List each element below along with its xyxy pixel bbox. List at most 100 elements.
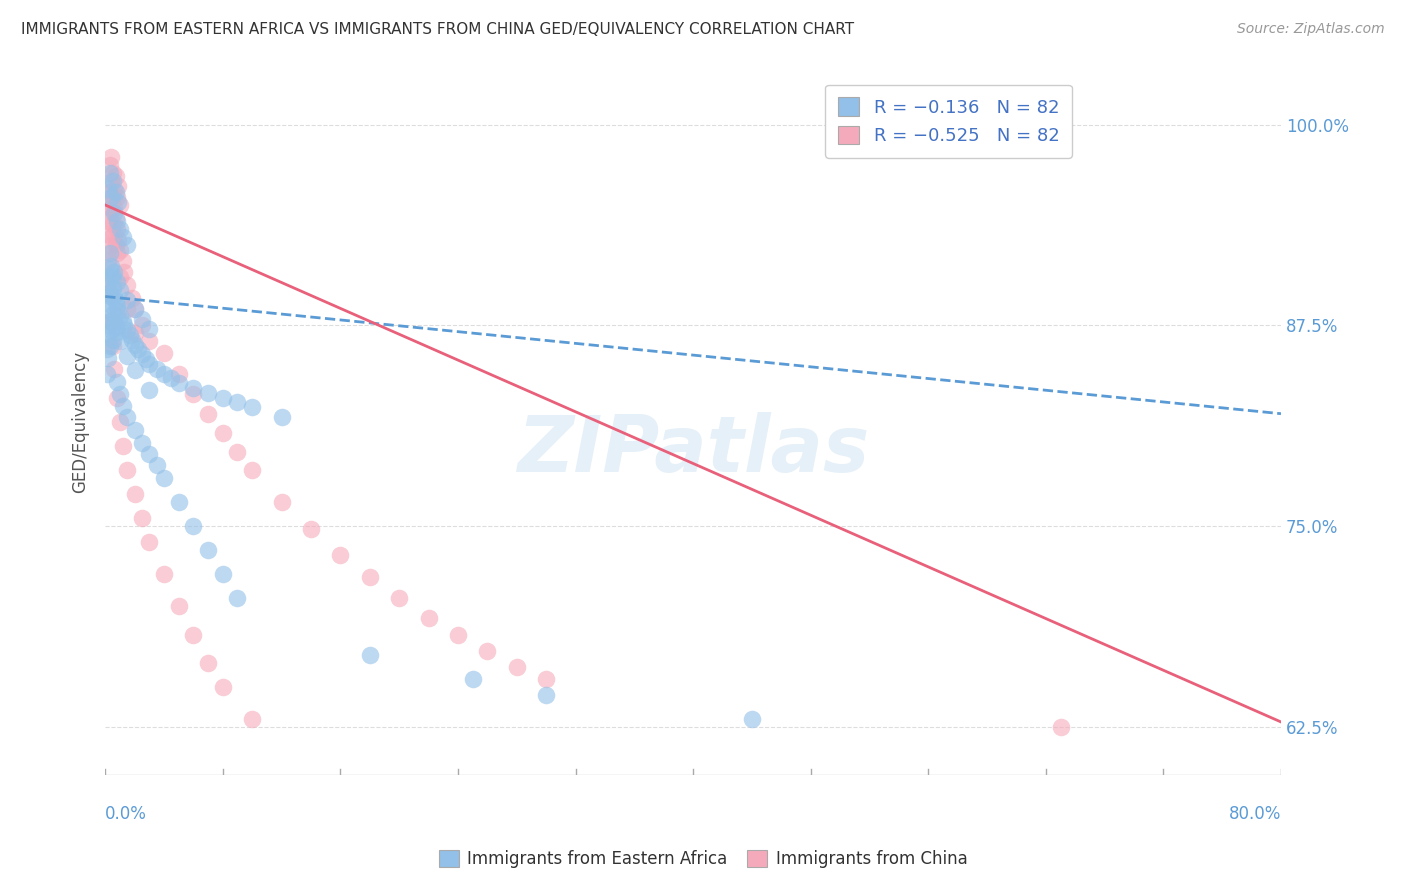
- Point: [124, 363, 146, 377]
- Point: [97, 326, 120, 341]
- Point: [534, 688, 557, 702]
- Point: [111, 230, 134, 244]
- Point: [167, 599, 190, 614]
- Point: [127, 343, 149, 357]
- Point: [108, 283, 131, 297]
- Point: [138, 357, 160, 371]
- Point: [117, 463, 139, 477]
- Point: [98, 339, 121, 353]
- Point: [183, 381, 205, 395]
- Point: [105, 246, 128, 260]
- Point: [104, 169, 127, 183]
- Point: [108, 198, 131, 212]
- Point: [183, 519, 205, 533]
- Point: [329, 548, 352, 562]
- Point: [111, 399, 134, 413]
- Point: [138, 383, 160, 397]
- Point: [98, 185, 121, 199]
- Point: [121, 333, 143, 347]
- Point: [183, 628, 205, 642]
- Point: [101, 307, 124, 321]
- Text: 80.0%: 80.0%: [1229, 805, 1281, 823]
- Point: [124, 302, 146, 317]
- Point: [107, 194, 129, 209]
- Point: [97, 227, 120, 241]
- Point: [461, 672, 484, 686]
- Point: [101, 217, 124, 231]
- Point: [131, 435, 153, 450]
- Point: [145, 458, 167, 472]
- Point: [96, 270, 118, 285]
- Point: [97, 182, 120, 196]
- Point: [105, 325, 128, 339]
- Point: [197, 543, 219, 558]
- Point: [96, 343, 118, 357]
- Point: [97, 278, 120, 293]
- Point: [96, 318, 118, 333]
- Point: [153, 567, 176, 582]
- Point: [131, 511, 153, 525]
- Point: [96, 286, 118, 301]
- Point: [138, 535, 160, 549]
- Text: Source: ZipAtlas.com: Source: ZipAtlas.com: [1237, 22, 1385, 37]
- Point: [211, 425, 233, 440]
- Point: [197, 656, 219, 670]
- Point: [105, 190, 128, 204]
- Point: [117, 238, 139, 252]
- Point: [226, 395, 249, 409]
- Text: 0.0%: 0.0%: [105, 805, 148, 823]
- Point: [97, 351, 120, 365]
- Point: [98, 286, 121, 301]
- Point: [101, 268, 124, 283]
- Point: [101, 281, 124, 295]
- Point: [108, 334, 131, 349]
- Point: [506, 660, 529, 674]
- Point: [100, 313, 122, 327]
- Text: IMMIGRANTS FROM EASTERN AFRICA VS IMMIGRANTS FROM CHINA GED/EQUIVALENCY CORRELAT: IMMIGRANTS FROM EASTERN AFRICA VS IMMIGR…: [21, 22, 855, 37]
- Point: [97, 254, 120, 268]
- Point: [138, 334, 160, 349]
- Point: [101, 190, 124, 204]
- Point: [418, 610, 440, 624]
- Point: [107, 178, 129, 193]
- Point: [96, 367, 118, 381]
- Point: [167, 367, 190, 381]
- Point: [124, 423, 146, 437]
- Point: [100, 174, 122, 188]
- Point: [534, 672, 557, 686]
- Point: [98, 166, 121, 180]
- Point: [100, 297, 122, 311]
- Point: [131, 312, 153, 326]
- Point: [103, 361, 125, 376]
- Point: [98, 289, 121, 303]
- Point: [197, 385, 219, 400]
- Point: [1049, 720, 1071, 734]
- Point: [226, 591, 249, 606]
- Point: [100, 270, 122, 285]
- Point: [101, 174, 124, 188]
- Point: [100, 201, 122, 215]
- Y-axis label: GED/Equivalency: GED/Equivalency: [72, 351, 89, 492]
- Point: [121, 291, 143, 305]
- Point: [117, 409, 139, 424]
- Point: [120, 328, 142, 343]
- Point: [183, 387, 205, 401]
- Legend: R = −0.136   N = 82, R = −0.525   N = 82: R = −0.136 N = 82, R = −0.525 N = 82: [825, 85, 1071, 158]
- Point: [108, 387, 131, 401]
- Point: [108, 222, 131, 236]
- Point: [117, 293, 139, 307]
- Point: [104, 185, 127, 199]
- Point: [211, 680, 233, 694]
- Point: [153, 471, 176, 485]
- Point: [103, 265, 125, 279]
- Point: [107, 233, 129, 247]
- Point: [138, 447, 160, 461]
- Point: [98, 158, 121, 172]
- Legend: Immigrants from Eastern Africa, Immigrants from China: Immigrants from Eastern Africa, Immigran…: [432, 843, 974, 875]
- Point: [103, 227, 125, 241]
- Point: [100, 150, 122, 164]
- Point: [97, 198, 120, 212]
- Point: [124, 326, 146, 341]
- Point: [101, 166, 124, 180]
- Point: [447, 628, 470, 642]
